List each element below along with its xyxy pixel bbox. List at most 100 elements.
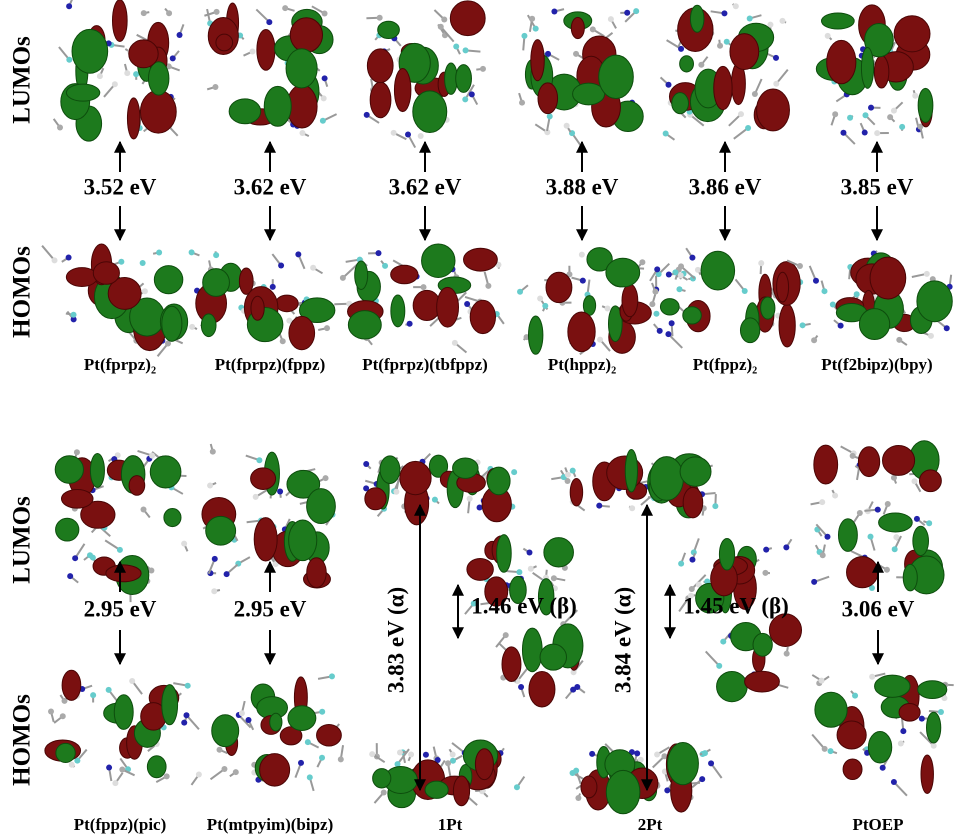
lobe <box>683 307 702 324</box>
lobe <box>599 55 634 98</box>
lobe <box>777 272 789 302</box>
atom <box>840 130 846 136</box>
molecule-name: Pt(fppz)(pic) <box>74 815 167 834</box>
atom <box>363 461 369 467</box>
atom <box>60 713 66 719</box>
molecule <box>519 8 643 147</box>
atom <box>564 123 570 129</box>
lobe <box>843 759 862 780</box>
atom <box>239 710 245 716</box>
atom <box>608 16 614 22</box>
lobe <box>650 457 683 501</box>
atom <box>52 257 58 263</box>
atom <box>382 263 388 269</box>
lobe <box>745 671 780 692</box>
lobe <box>66 84 99 101</box>
lobe <box>927 712 941 743</box>
atom <box>149 453 155 459</box>
atom <box>820 552 826 558</box>
atom <box>369 751 375 757</box>
molecule <box>54 0 184 141</box>
atom <box>857 510 863 516</box>
lobe <box>355 261 368 289</box>
atom <box>664 787 670 793</box>
atom <box>573 768 579 774</box>
atom <box>779 18 785 24</box>
molecule <box>364 1 486 148</box>
lobe <box>875 675 911 697</box>
atom <box>862 130 868 136</box>
atom <box>868 534 874 540</box>
atom <box>573 51 579 57</box>
atom <box>233 769 239 775</box>
lobe <box>753 633 772 656</box>
atom <box>633 8 639 14</box>
lobe <box>879 513 913 532</box>
figure: LUMOs HOMOs LUMOs HOMOs 3.52 eVPt(fprpz)… <box>0 0 956 839</box>
atom <box>533 26 539 32</box>
atom <box>892 546 898 552</box>
atom <box>516 569 522 575</box>
atom <box>542 303 548 309</box>
atom <box>432 497 438 503</box>
atom <box>256 457 262 463</box>
atom <box>295 251 301 257</box>
atom <box>421 284 427 290</box>
atom <box>891 779 897 785</box>
lobe <box>894 16 930 52</box>
atom <box>164 773 170 779</box>
lobe <box>919 470 941 492</box>
lobe <box>270 713 282 731</box>
atom <box>140 260 146 266</box>
atom <box>211 588 217 594</box>
lobe <box>540 644 566 670</box>
atom <box>830 301 836 307</box>
atom <box>689 255 695 261</box>
atom <box>689 557 695 563</box>
atom <box>213 252 219 258</box>
lobe <box>251 296 264 320</box>
orbital-art <box>42 0 954 814</box>
lobe <box>66 268 97 287</box>
atom <box>695 267 701 273</box>
atom <box>678 263 684 269</box>
lobe <box>570 479 582 506</box>
atom <box>405 131 411 137</box>
atom <box>733 3 739 9</box>
atom <box>924 271 930 277</box>
atom <box>665 331 671 337</box>
lobe <box>56 743 75 762</box>
atom <box>210 449 216 455</box>
atom <box>738 111 744 117</box>
lobe <box>531 40 544 81</box>
lobe <box>757 89 790 131</box>
atom <box>277 489 283 495</box>
atom <box>869 674 875 680</box>
lobe <box>260 754 290 786</box>
energy-gap: 3.06 eV <box>842 596 915 621</box>
lobe <box>216 34 233 51</box>
atom <box>724 39 730 45</box>
atom <box>377 15 383 21</box>
atom <box>862 112 868 118</box>
molecule <box>496 610 585 707</box>
row-label: HOMOs <box>9 694 36 786</box>
atom <box>634 750 640 756</box>
atom <box>663 131 669 137</box>
atom <box>811 337 817 343</box>
molecule-name: Pt(fprpz)(tbfppz) <box>362 355 488 374</box>
atom <box>551 8 557 14</box>
atom <box>547 113 553 119</box>
lobe <box>606 770 640 813</box>
atom <box>928 333 934 339</box>
energy-gap-alpha: 3.83 eV (α) <box>383 587 408 693</box>
lobe <box>625 449 637 492</box>
atom <box>340 275 346 281</box>
atom <box>898 740 904 746</box>
atom <box>811 579 817 585</box>
energy-gap-alpha: 3.84 eV (α) <box>610 587 635 693</box>
lobe <box>365 488 386 510</box>
atom <box>938 709 944 715</box>
atom <box>212 556 218 562</box>
atom <box>926 520 932 526</box>
